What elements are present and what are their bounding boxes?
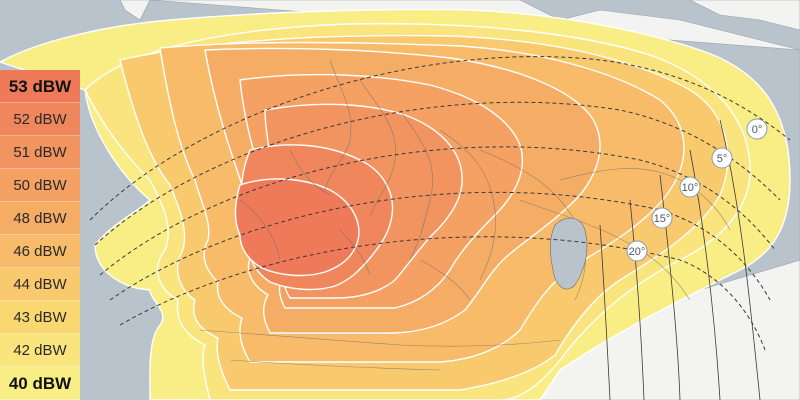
- elevation-markers: 0° 5° 10° 15° 20°: [626, 118, 768, 262]
- coverage-bands: [0, 8, 791, 400]
- elevation-label-20: 20°: [629, 246, 646, 258]
- legend-item: 40 dBW: [0, 367, 80, 400]
- inland-sea: [549, 217, 588, 290]
- elevation-marker-5: 5°: [711, 147, 733, 169]
- legend-item: 52 dBW: [0, 103, 80, 136]
- band-53: [234, 178, 360, 277]
- legend-item: 53 dBW: [0, 70, 80, 103]
- legend-item: 50 dBW: [0, 169, 80, 202]
- legend-item: 44 dBW: [0, 268, 80, 301]
- elevation-label-0: 0°: [752, 124, 763, 136]
- elevation-marker-0: 0°: [746, 118, 768, 140]
- legend-item: 43 dBW: [0, 301, 80, 334]
- legend-item: 48 dBW: [0, 202, 80, 235]
- elevation-marker-15: 15°: [651, 207, 673, 229]
- elevation-marker-20: 20°: [626, 240, 648, 262]
- elevation-label-5: 5°: [717, 153, 728, 165]
- legend-item: 51 dBW: [0, 136, 80, 169]
- eirp-legend: 53 dBW 52 dBW 51 dBW 50 dBW 48 dBW 46 dBW 44 d…: [0, 70, 80, 400]
- elevation-label-10: 10°: [682, 182, 699, 194]
- legend-item: 46 dBW: [0, 235, 80, 268]
- elevation-label-15: 15°: [654, 213, 671, 225]
- legend-item: 42 dBW: [0, 334, 80, 367]
- elevation-marker-10: 10°: [679, 176, 701, 198]
